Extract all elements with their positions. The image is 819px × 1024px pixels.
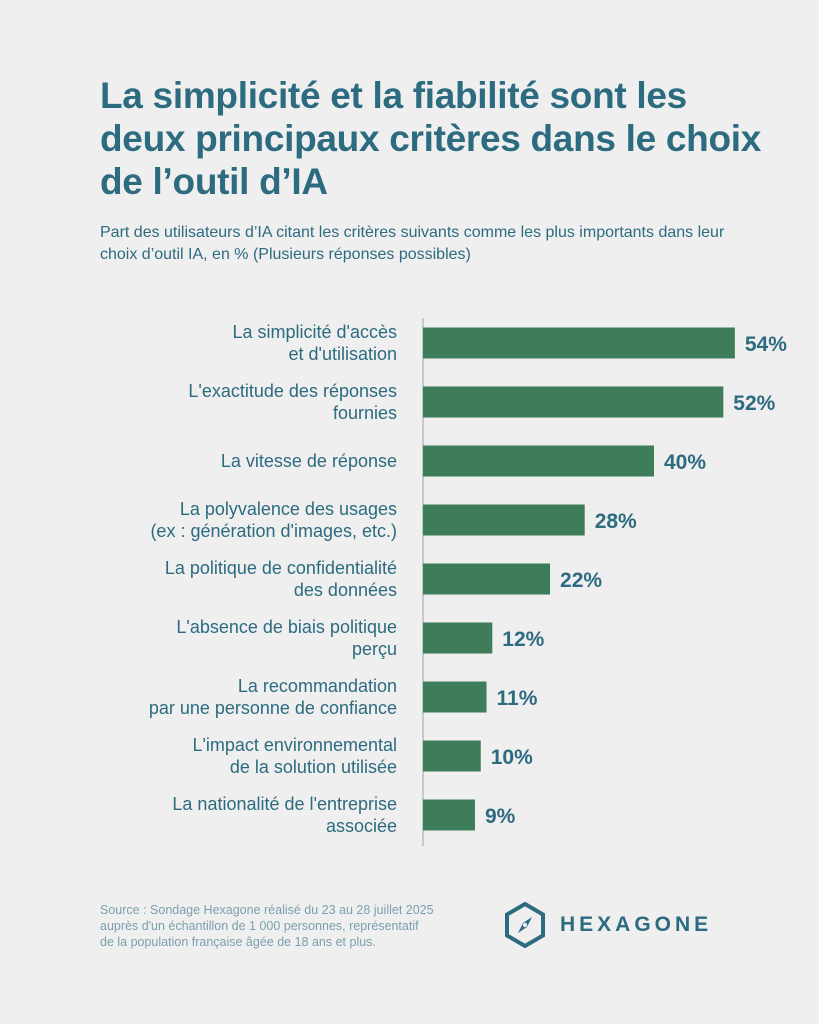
category-label: La vitesse de réponse [221, 451, 397, 471]
bar [423, 563, 551, 595]
source-line: de la population française âgée de 18 an… [100, 935, 376, 949]
category-label: La polyvalence des usages [180, 499, 397, 519]
bar [423, 327, 735, 359]
hexagone-logo: HEXAGONE [504, 902, 712, 948]
value-label: 54% [745, 333, 787, 356]
bar [423, 799, 475, 831]
category-label: La politique de confidentialité [165, 558, 397, 578]
value-label: 10% [491, 746, 533, 769]
category-label: (ex : génération d'images, etc.) [150, 521, 397, 541]
category-label: par une personne de confiance [149, 698, 397, 718]
source-line: Source : Sondage Hexagone réalisé du 23 … [100, 903, 434, 917]
category-label: L'absence de biais politique [176, 617, 397, 637]
category-label: et d'utilisation [288, 344, 397, 364]
category-label: La nationalité de l'entreprise [172, 794, 397, 814]
bar [423, 445, 654, 477]
value-label: 40% [664, 451, 706, 474]
category-label: perçu [352, 639, 397, 659]
bar [423, 622, 493, 654]
value-label: 9% [485, 805, 516, 828]
source-line: auprès d'un échantillon de 1 000 personn… [100, 919, 419, 933]
category-label: fournies [333, 403, 397, 423]
category-label: de la solution utilisée [230, 757, 397, 777]
category-label: La simplicité d'accès [232, 322, 397, 342]
chart-title: La simplicité et la fiabilité sont les d… [100, 75, 762, 202]
source-note: Source : Sondage Hexagone réalisé du 23 … [100, 902, 500, 950]
bar [423, 740, 481, 772]
value-label: 22% [560, 569, 602, 592]
category-label: L'impact environnemental [192, 735, 397, 755]
hexagon-compass-icon [505, 902, 545, 948]
value-label: 11% [497, 687, 538, 710]
category-label: L'exactitude des réponses [188, 381, 397, 401]
bar [423, 681, 487, 713]
category-label: des données [294, 580, 397, 600]
value-label: 28% [595, 510, 637, 533]
logo-text: HEXAGONE [560, 913, 713, 936]
category-label: associée [326, 816, 397, 836]
chart-subtitle: Part des utilisateurs d’IA citant les cr… [100, 224, 725, 263]
category-label: La recommandation [238, 676, 397, 696]
bar [423, 386, 724, 418]
value-label: 12% [502, 628, 544, 651]
bar [423, 504, 585, 536]
value-label: 52% [733, 392, 775, 415]
